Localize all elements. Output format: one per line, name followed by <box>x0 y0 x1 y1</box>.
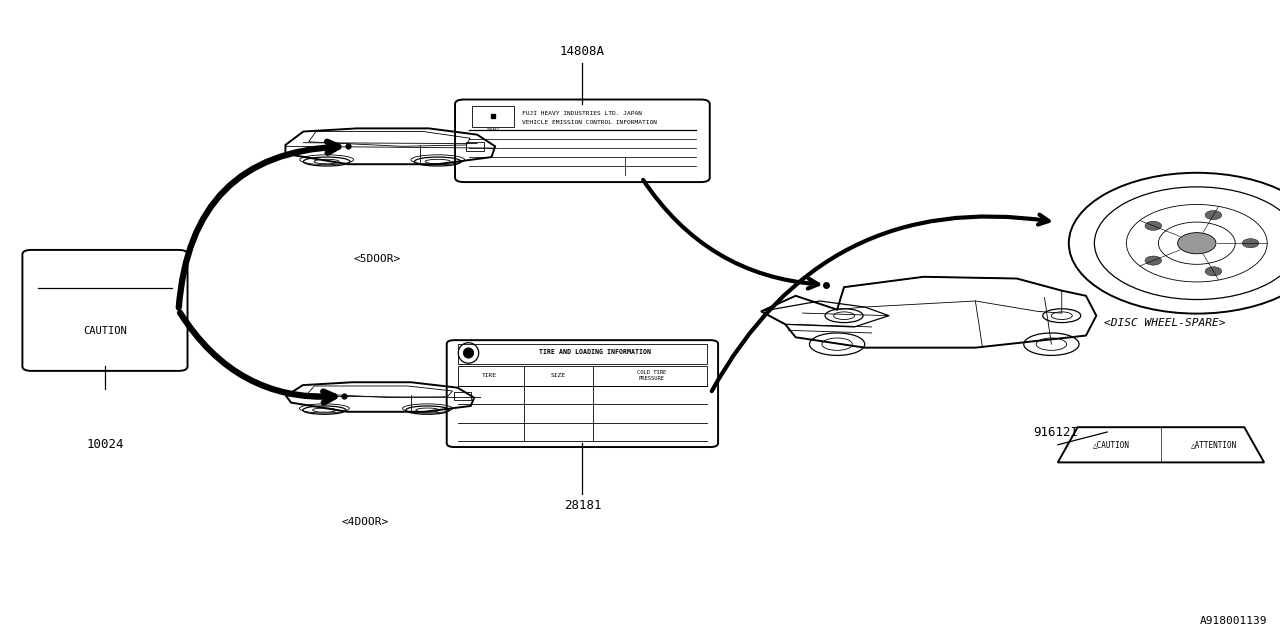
Text: △CAUTION: △CAUTION <box>1093 440 1130 449</box>
Text: 10024: 10024 <box>86 438 124 451</box>
Bar <box>458 344 707 364</box>
Text: <DISC WHEEL-SPARE>: <DISC WHEEL-SPARE> <box>1105 318 1225 328</box>
Text: 91612I: 91612I <box>1033 426 1079 438</box>
Text: FUJI HEAVY INDUSTRIES LTD. JAPAN: FUJI HEAVY INDUSTRIES LTD. JAPAN <box>522 111 643 115</box>
Ellipse shape <box>1204 211 1221 220</box>
Text: COLD TIRE
PRESSURE: COLD TIRE PRESSURE <box>637 371 666 381</box>
Ellipse shape <box>1146 221 1162 230</box>
Text: SUBARU: SUBARU <box>486 129 499 132</box>
Bar <box>466 142 484 151</box>
Text: 14808A: 14808A <box>559 45 605 58</box>
Text: SIZE: SIZE <box>550 373 566 378</box>
Text: VEHICLE EMISSION CONTROL INFORMATION: VEHICLE EMISSION CONTROL INFORMATION <box>522 120 657 125</box>
Text: 28181: 28181 <box>563 499 602 512</box>
Bar <box>458 366 707 386</box>
Text: △ATTENTION: △ATTENTION <box>1192 440 1238 449</box>
Text: TIRE: TIRE <box>481 373 497 378</box>
Text: TIRE AND LOADING INFORMATION: TIRE AND LOADING INFORMATION <box>539 349 652 355</box>
Ellipse shape <box>1146 256 1162 265</box>
Text: A918001139: A918001139 <box>1199 616 1267 626</box>
Text: <5DOOR>: <5DOOR> <box>355 254 401 264</box>
Ellipse shape <box>463 348 474 358</box>
Ellipse shape <box>1243 239 1260 248</box>
Ellipse shape <box>1178 232 1216 253</box>
Bar <box>454 392 471 400</box>
Text: <4DOOR>: <4DOOR> <box>342 516 388 527</box>
Bar <box>472 106 515 127</box>
Ellipse shape <box>1204 267 1221 276</box>
Text: CAUTION: CAUTION <box>83 326 127 336</box>
